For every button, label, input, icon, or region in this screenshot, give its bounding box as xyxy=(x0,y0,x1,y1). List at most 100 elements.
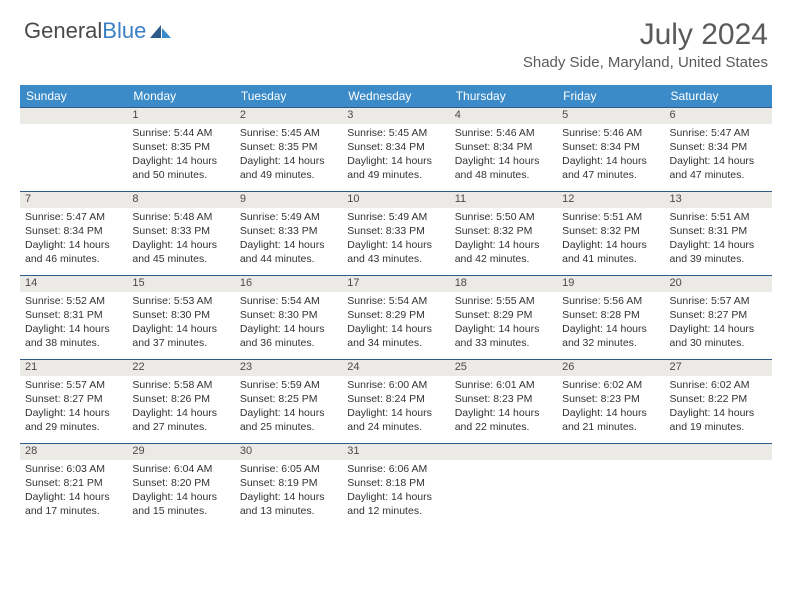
day-content-cell: Sunrise: 5:45 AMSunset: 8:34 PMDaylight:… xyxy=(342,124,449,192)
day-number-cell: 18 xyxy=(450,276,557,292)
day-content-row: Sunrise: 5:44 AMSunset: 8:35 PMDaylight:… xyxy=(20,124,772,192)
sunset-line: Sunset: 8:20 PM xyxy=(132,476,229,490)
sunset-line: Sunset: 8:18 PM xyxy=(347,476,444,490)
month-title: July 2024 xyxy=(523,18,768,52)
day-number-cell: 23 xyxy=(235,360,342,376)
day-number-cell: 19 xyxy=(557,276,664,292)
day-number-cell: 21 xyxy=(20,360,127,376)
title-block: July 2024 Shady Side, Maryland, United S… xyxy=(523,18,768,71)
sunrise-line: Sunrise: 6:04 AM xyxy=(132,462,229,476)
sunrise-line: Sunrise: 6:05 AM xyxy=(240,462,337,476)
day-number-cell: 29 xyxy=(127,444,234,460)
calendar-head: SundayMondayTuesdayWednesdayThursdayFrid… xyxy=(20,85,772,108)
sunrise-line: Sunrise: 5:52 AM xyxy=(25,294,122,308)
daylight-line: Daylight: 14 hours and 45 minutes. xyxy=(132,238,229,266)
sunrise-line: Sunrise: 5:51 AM xyxy=(670,210,767,224)
day-number-cell xyxy=(557,444,664,460)
sunrise-line: Sunrise: 6:01 AM xyxy=(455,378,552,392)
sunset-line: Sunset: 8:35 PM xyxy=(240,140,337,154)
day-header: Thursday xyxy=(450,85,557,108)
day-number-cell: 16 xyxy=(235,276,342,292)
day-number-row: 123456 xyxy=(20,108,772,124)
daylight-line: Daylight: 14 hours and 43 minutes. xyxy=(347,238,444,266)
day-number-cell: 26 xyxy=(557,360,664,376)
daylight-line: Daylight: 14 hours and 32 minutes. xyxy=(562,322,659,350)
sunrise-line: Sunrise: 5:56 AM xyxy=(562,294,659,308)
day-content-cell: Sunrise: 5:56 AMSunset: 8:28 PMDaylight:… xyxy=(557,292,664,360)
sunset-line: Sunset: 8:29 PM xyxy=(455,308,552,322)
sunset-line: Sunset: 8:31 PM xyxy=(25,308,122,322)
day-content-row: Sunrise: 5:57 AMSunset: 8:27 PM Daylight:… xyxy=(20,376,772,444)
sunset-line: Sunset: 8:32 PM xyxy=(562,224,659,238)
day-content-cell: Sunrise: 5:57 AMSunset: 8:27 PMDaylight:… xyxy=(20,376,127,444)
day-number-cell: 27 xyxy=(665,360,772,376)
day-content-cell: Sunrise: 5:53 AMSunset: 8:30 PMDaylight:… xyxy=(127,292,234,360)
logo-sail-icon xyxy=(150,23,172,39)
sunrise-line: Sunrise: 5:54 AM xyxy=(347,294,444,308)
logo: GeneralBlue xyxy=(24,18,172,44)
sunrise-line: Sunrise: 5:47 AM xyxy=(25,210,122,224)
day-content-cell: Sunrise: 6:01 AMSunset: 8:23 PMDaylight:… xyxy=(450,376,557,444)
daylight-line: Daylight: 14 hours and 49 minutes. xyxy=(347,154,444,182)
daylight-line: Daylight: 14 hours and 25 minutes. xyxy=(240,406,337,434)
daylight-line: Daylight: 14 hours and 24 minutes. xyxy=(347,406,444,434)
day-content-cell: Sunrise: 5:46 AMSunset: 8:34 PMDaylight:… xyxy=(557,124,664,192)
sunset-line: Sunset: 8:28 PM xyxy=(562,308,659,322)
sunset-line: Sunset: 8:33 PM xyxy=(347,224,444,238)
day-number-cell: 14 xyxy=(20,276,127,292)
daylight-line: Daylight: 14 hours and 50 minutes. xyxy=(132,154,229,182)
sunrise-line: Sunrise: 5:47 AM xyxy=(670,126,767,140)
sunset-line: Sunset: 8:35 PM xyxy=(132,140,229,154)
sunset-line: Sunset: 8:33 PM xyxy=(132,224,229,238)
day-content-cell xyxy=(557,460,664,528)
day-number-cell: 4 xyxy=(450,108,557,124)
day-header-row: SundayMondayTuesdayWednesdayThursdayFrid… xyxy=(20,85,772,108)
day-number-cell: 11 xyxy=(450,192,557,208)
day-content-cell xyxy=(450,460,557,528)
sunrise-line: Sunrise: 5:49 AM xyxy=(347,210,444,224)
sunset-line: Sunset: 8:31 PM xyxy=(670,224,767,238)
day-content-cell: Sunrise: 5:59 AMSunset: 8:25 PMDaylight:… xyxy=(235,376,342,444)
daylight-line: Daylight: 14 hours and 30 minutes. xyxy=(670,322,767,350)
header: GeneralBlue July 2024 Shady Side, Maryla… xyxy=(0,0,792,77)
sunrise-line: Sunrise: 5:44 AM xyxy=(132,126,229,140)
daylight-line: Daylight: 14 hours and 36 minutes. xyxy=(240,322,337,350)
day-number-cell: 31 xyxy=(342,444,449,460)
day-number-cell: 1 xyxy=(127,108,234,124)
day-number-cell: 12 xyxy=(557,192,664,208)
sunrise-line: Sunrise: 6:03 AM xyxy=(25,462,122,476)
sunrise-line: Sunrise: 5:57 AM xyxy=(670,294,767,308)
day-content-cell: Sunrise: 5:51 AMSunset: 8:32 PMDaylight:… xyxy=(557,208,664,276)
sunrise-line: Sunrise: 5:51 AM xyxy=(562,210,659,224)
day-number-cell xyxy=(665,444,772,460)
location: Shady Side, Maryland, United States xyxy=(523,54,768,71)
sunrise-line: Sunrise: 6:02 AM xyxy=(670,378,767,392)
day-number-cell: 15 xyxy=(127,276,234,292)
sunset-line: Sunset: 8:19 PM xyxy=(240,476,337,490)
day-number-row: 78910111213 xyxy=(20,192,772,208)
calendar-body: 123456Sunrise: 5:44 AMSunset: 8:35 PMDay… xyxy=(20,108,772,528)
sunset-line: Sunset: 8:22 PM xyxy=(670,392,767,406)
day-content-cell: Sunrise: 6:04 AMSunset: 8:20 PMDaylight:… xyxy=(127,460,234,528)
daylight-line: Daylight: 14 hours and 13 minutes. xyxy=(240,490,337,518)
sunrise-line: Sunrise: 6:06 AM xyxy=(347,462,444,476)
day-number-row: 21222324252627 xyxy=(20,360,772,376)
day-content-cell: Sunrise: 6:05 AMSunset: 8:19 PMDaylight:… xyxy=(235,460,342,528)
daylight-line: Daylight: 14 hours and 46 minutes. xyxy=(25,238,122,266)
sunset-line: Sunset: 8:33 PM xyxy=(240,224,337,238)
day-header: Monday xyxy=(127,85,234,108)
day-content-cell: Sunrise: 5:48 AMSunset: 8:33 PMDaylight:… xyxy=(127,208,234,276)
sunset-line: Sunset: 8:23 PM xyxy=(455,392,552,406)
sunset-line: Sunset: 8:27 PM xyxy=(25,392,122,406)
sunrise-line: Sunrise: 5:45 AM xyxy=(240,126,337,140)
sunrise-line: Sunrise: 5:55 AM xyxy=(455,294,552,308)
day-number-cell: 28 xyxy=(20,444,127,460)
daylight-line: Daylight: 14 hours and 47 minutes. xyxy=(562,154,659,182)
daylight-line: Daylight: 14 hours and 39 minutes. xyxy=(670,238,767,266)
day-content-cell: Sunrise: 5:49 AMSunset: 8:33 PMDaylight:… xyxy=(342,208,449,276)
day-content-cell xyxy=(20,124,127,192)
sunset-line: Sunset: 8:21 PM xyxy=(25,476,122,490)
daylight-line: Daylight: 14 hours and 49 minutes. xyxy=(240,154,337,182)
logo-word2: Blue xyxy=(102,18,146,43)
sunrise-line: Sunrise: 5:57 AM xyxy=(25,378,122,392)
